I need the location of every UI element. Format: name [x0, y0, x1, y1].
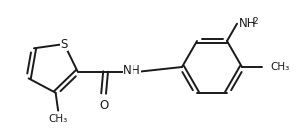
Text: S: S: [60, 38, 68, 50]
Text: NH: NH: [239, 17, 257, 30]
Text: O: O: [99, 99, 108, 112]
Text: CH₃: CH₃: [49, 114, 68, 124]
Text: N: N: [123, 64, 132, 77]
Text: CH₃: CH₃: [270, 62, 289, 72]
Text: 2: 2: [252, 17, 258, 26]
Text: H: H: [131, 64, 140, 77]
